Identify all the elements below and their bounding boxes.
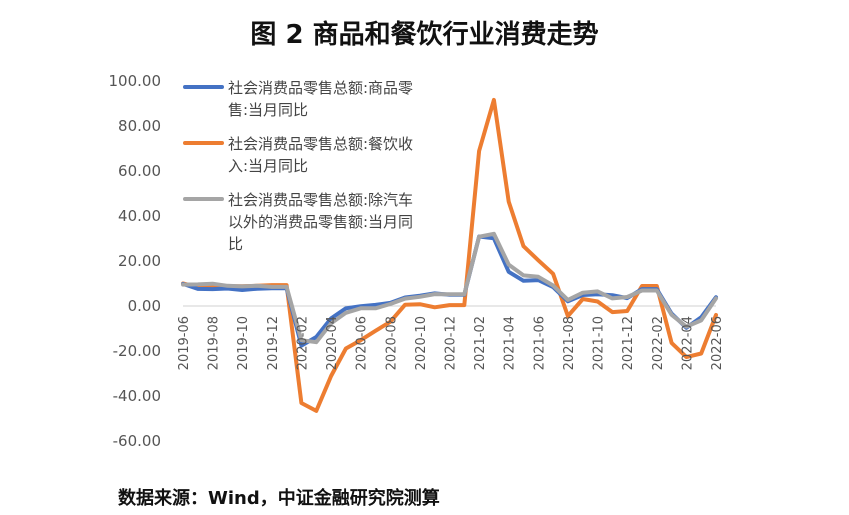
legend-label-3: 社会消费品零售总额:除汽车: [228, 191, 413, 209]
x-tick-label: 2022-04: [680, 316, 695, 370]
x-tick-label: 2019-08: [207, 316, 222, 370]
y-tick-label: 40.00: [118, 207, 161, 225]
x-tick-label: 2021-02: [473, 316, 488, 370]
y-tick-label: 20.00: [118, 252, 161, 270]
y-tick-label: -20.00: [113, 342, 161, 360]
legend-label-3: 比: [228, 235, 243, 253]
y-tick-label: -40.00: [113, 387, 161, 405]
series-lines: [181, 97, 718, 413]
x-tick-label: 2020-02: [295, 316, 310, 370]
y-tick-label: 80.00: [118, 117, 161, 135]
y-tick-label: -60.00: [113, 432, 161, 450]
x-tick-label: 2019-06: [177, 316, 192, 370]
series-line-3: [181, 231, 718, 345]
x-tick-label: 2021-08: [562, 316, 577, 370]
x-tick-label: 2021-12: [621, 316, 636, 370]
x-tick-label: 2019-12: [266, 316, 281, 370]
x-tick-label: 2020-04: [325, 316, 340, 370]
x-tick-label: 2020-10: [414, 316, 429, 370]
x-tick-label: 2021-10: [592, 316, 607, 370]
legend-label-2: 社会消费品零售总额:餐饮收: [228, 135, 413, 153]
x-tick-label: 2021-06: [532, 316, 547, 370]
y-tick-label: 100.00: [109, 72, 162, 90]
y-axis-ticks: 100.00 80.00 60.00 40.00 20.00 0.00 -20.00 -40.…: [109, 72, 162, 450]
x-tick-label: 2020-06: [355, 316, 370, 370]
x-tick-label: 2022-02: [651, 316, 666, 370]
x-tick-label: 2020-12: [444, 316, 459, 370]
legend-label-3: 以外的消费品零售额:当月同: [228, 213, 413, 231]
legend-label-2: 入:当月同比: [228, 157, 308, 175]
x-tick-label: 2019-10: [236, 316, 251, 370]
legend: 社会消费品零售总额:商品零售:当月同比社会消费品零售总额:餐饮收入:当月同比社会…: [183, 79, 413, 253]
x-tick-label: 2022-06: [710, 316, 725, 370]
legend-label-1: 社会消费品零售总额:商品零: [228, 79, 413, 97]
y-tick-label: 0.00: [128, 297, 161, 315]
legend-label-1: 售:当月同比: [228, 101, 308, 119]
x-tick-label: 2020-08: [384, 316, 399, 370]
y-tick-label: 60.00: [118, 162, 161, 180]
x-axis-ticks: 2019-06 2019-08 2019-10 2019-12 2020-02 2020-…: [177, 316, 725, 370]
chart-title: 图 2 商品和餐饮行业消费走势: [250, 20, 599, 50]
x-tick-label: 2021-04: [503, 316, 518, 370]
source-note: 数据来源：Wind，中证金融研究院测算: [118, 488, 440, 509]
